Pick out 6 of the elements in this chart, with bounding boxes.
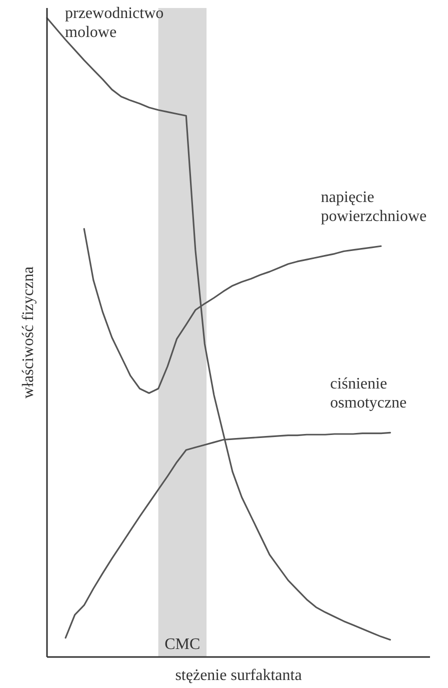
x-axis-title: stężenie surfaktanta [175,667,302,684]
y-axis-title: właściwość fizyczna [20,266,37,398]
annotation: CMC [164,636,200,653]
series-label: przewodnictwo molowe [65,5,164,41]
series-label: ciśnienie osmotyczne [330,376,407,412]
series-label: napięcie powierzchniowe [320,189,427,226]
